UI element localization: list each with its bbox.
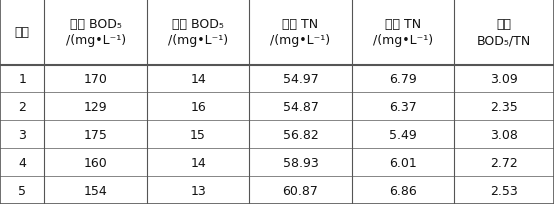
Text: 4: 4 bbox=[18, 156, 26, 169]
Text: 3.08: 3.08 bbox=[490, 128, 518, 141]
Text: 月份: 月份 bbox=[14, 26, 30, 39]
Text: 56.82: 56.82 bbox=[283, 128, 319, 141]
Text: 出水 BOD₅
/(mg•L⁻¹): 出水 BOD₅ /(mg•L⁻¹) bbox=[168, 18, 228, 47]
Text: 2.53: 2.53 bbox=[490, 184, 518, 197]
Text: 14: 14 bbox=[190, 156, 206, 169]
Text: 170: 170 bbox=[84, 73, 107, 86]
Text: 进水
BOD₅/TN: 进水 BOD₅/TN bbox=[477, 18, 531, 47]
Text: 175: 175 bbox=[84, 128, 107, 141]
Text: 154: 154 bbox=[84, 184, 107, 197]
Text: 2.35: 2.35 bbox=[490, 100, 518, 113]
Text: 2.72: 2.72 bbox=[490, 156, 518, 169]
Text: 3.09: 3.09 bbox=[490, 73, 518, 86]
Text: 进水 BOD₅
/(mg•L⁻¹): 进水 BOD₅ /(mg•L⁻¹) bbox=[65, 18, 126, 47]
Text: 6.37: 6.37 bbox=[389, 100, 417, 113]
Text: 6.79: 6.79 bbox=[389, 73, 417, 86]
Text: 54.97: 54.97 bbox=[283, 73, 319, 86]
Text: 2: 2 bbox=[18, 100, 26, 113]
Text: 5: 5 bbox=[18, 184, 26, 197]
Text: 5.49: 5.49 bbox=[389, 128, 417, 141]
Text: 58.93: 58.93 bbox=[283, 156, 319, 169]
Text: 进水 TN
/(mg•L⁻¹): 进水 TN /(mg•L⁻¹) bbox=[270, 18, 331, 47]
Text: 14: 14 bbox=[190, 73, 206, 86]
Text: 6.01: 6.01 bbox=[389, 156, 417, 169]
Text: 160: 160 bbox=[84, 156, 107, 169]
Text: 1: 1 bbox=[18, 73, 26, 86]
Text: 出水 TN
/(mg•L⁻¹): 出水 TN /(mg•L⁻¹) bbox=[373, 18, 433, 47]
Text: 60.87: 60.87 bbox=[283, 184, 319, 197]
Text: 6.86: 6.86 bbox=[389, 184, 417, 197]
Text: 129: 129 bbox=[84, 100, 107, 113]
Text: 3: 3 bbox=[18, 128, 26, 141]
Text: 54.87: 54.87 bbox=[283, 100, 319, 113]
Text: 16: 16 bbox=[190, 100, 206, 113]
Text: 15: 15 bbox=[190, 128, 206, 141]
Text: 13: 13 bbox=[190, 184, 206, 197]
